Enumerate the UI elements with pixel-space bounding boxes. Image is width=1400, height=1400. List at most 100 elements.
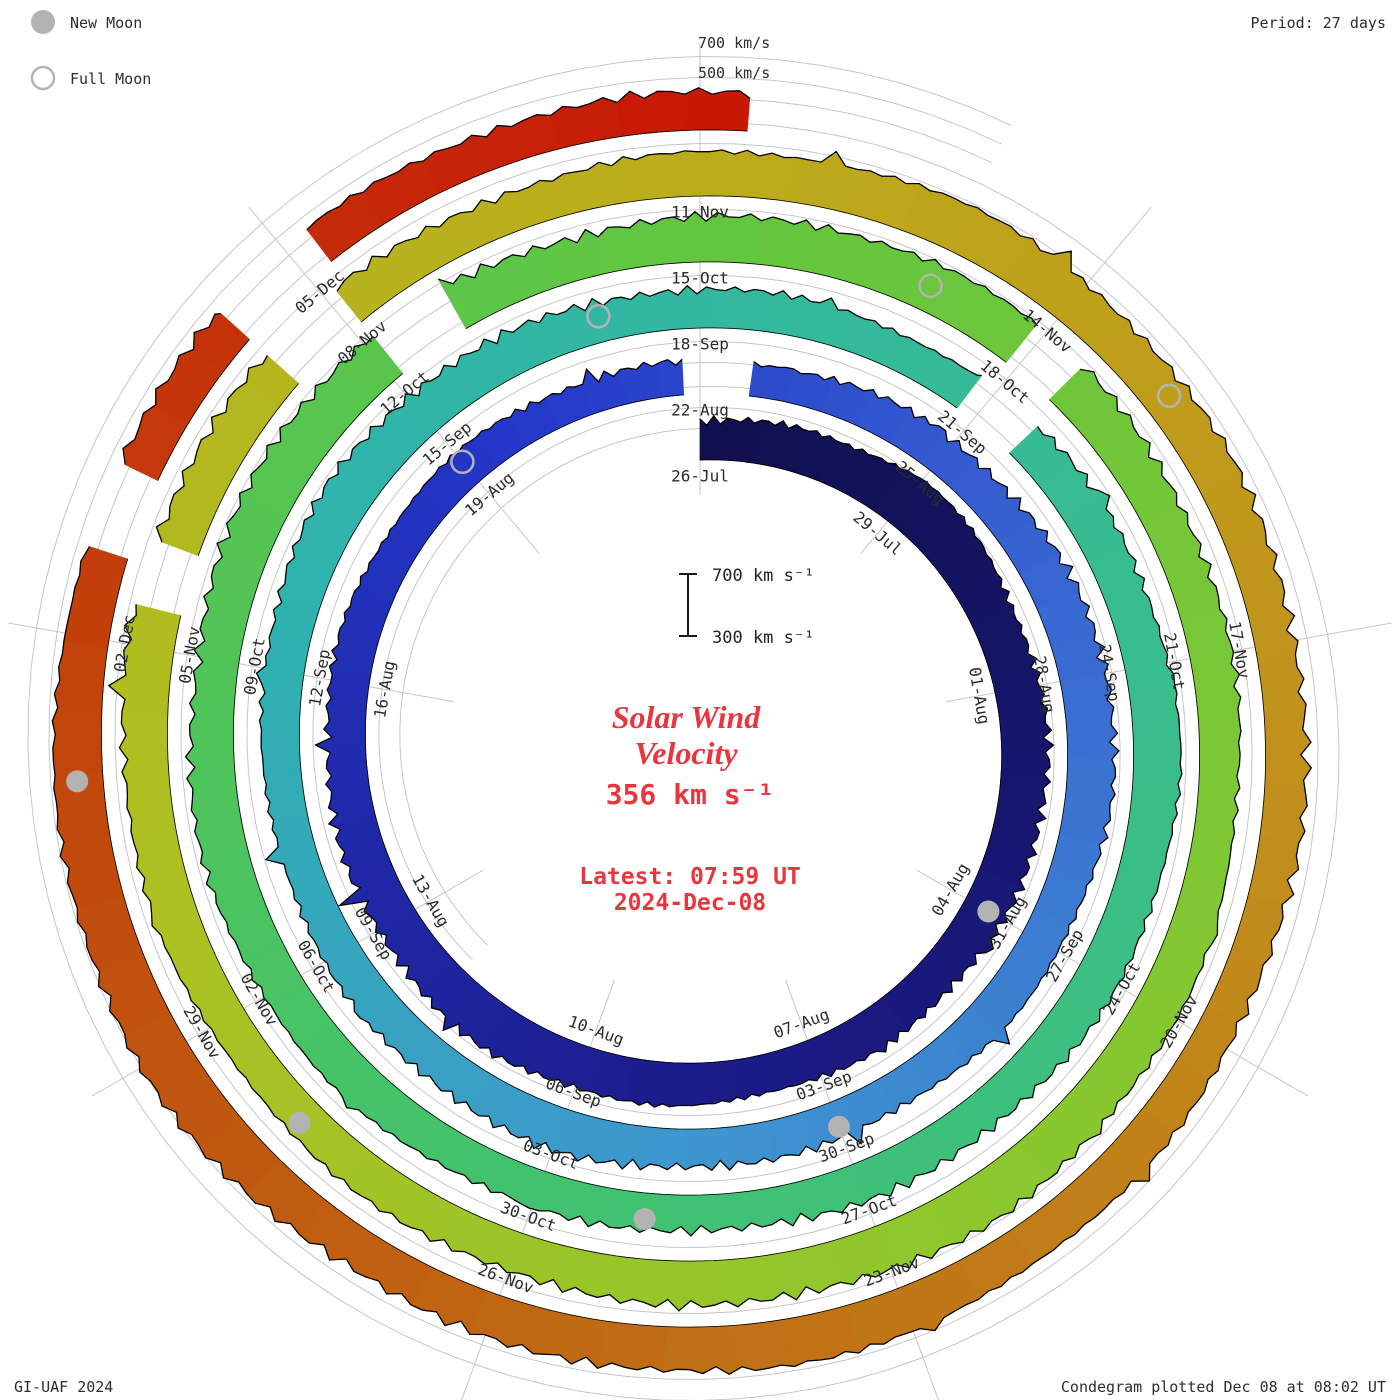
credit-label: GI-UAF 2024 xyxy=(14,1378,113,1396)
velocity-band-segment xyxy=(486,114,560,169)
band-baseline xyxy=(166,399,1201,1262)
band-baseline xyxy=(197,383,299,556)
chart-title-line2: Velocity xyxy=(634,735,738,771)
chart-overlay: New Moon Full Moon Period: 27 days 700 k… xyxy=(14,10,1386,1396)
velocity-band-segment xyxy=(315,705,367,746)
date-label: 18-Oct xyxy=(977,356,1033,408)
velocity-trace xyxy=(122,312,221,465)
scale-top-label: 700 km s⁻¹ xyxy=(712,566,814,586)
band-baseline xyxy=(100,195,1267,1328)
velocity-band-segment xyxy=(1191,663,1242,723)
velocity-band-segment xyxy=(659,1194,712,1237)
date-label: 12-Sep xyxy=(305,648,334,708)
velocity-band-segment xyxy=(726,1120,774,1171)
latest-time-label: Latest: 07:59 UT xyxy=(579,864,801,890)
velocity-band-segment xyxy=(609,1255,671,1308)
velocity-band-segment xyxy=(777,1241,842,1301)
velocity-band-segment xyxy=(661,1062,701,1108)
velocity-band-segment xyxy=(260,729,302,776)
full-moon-marker xyxy=(1156,383,1182,409)
date-label: 01-Aug xyxy=(965,666,994,726)
velocity-trace xyxy=(51,149,1313,1376)
velocity-trace xyxy=(314,358,1055,1108)
velocity-band-segment xyxy=(1247,836,1300,905)
velocity-band-segment xyxy=(663,1325,730,1375)
velocity-band-segment xyxy=(616,90,687,137)
velocity-trace xyxy=(306,87,751,231)
date-label: 11-Nov xyxy=(671,203,729,222)
grid-spiral-500 xyxy=(48,76,1319,1381)
plotted-label: Condegram plotted Dec 08 at 08:02 UT xyxy=(1061,1378,1386,1396)
date-label: 18-Sep xyxy=(671,335,729,354)
center-annotations: 700 km s⁻¹ 300 km s⁻¹ Solar Wind Velocit… xyxy=(579,566,814,916)
velocity-band-segment xyxy=(130,824,188,892)
velocity-band-segment xyxy=(639,1126,687,1171)
velocity-band-segment xyxy=(672,149,735,198)
velocity-trace xyxy=(184,336,1183,1237)
chart-title-line1: Solar Wind xyxy=(612,699,762,735)
new-moon-marker xyxy=(288,1111,311,1134)
grid-500-label: 500 km/s xyxy=(698,64,770,82)
velocity-band-segment xyxy=(710,1189,763,1234)
velocity-band-segment xyxy=(699,415,735,461)
band-baseline xyxy=(157,339,250,481)
velocity-trace xyxy=(438,210,1037,325)
date-label: 16-Aug xyxy=(370,659,399,719)
velocity-band-segment xyxy=(258,682,303,732)
full-moon-legend-label: Full Moon xyxy=(70,70,151,88)
velocity-band-segment xyxy=(667,285,717,331)
velocity-band-segment xyxy=(611,153,675,205)
new-moon-marker xyxy=(66,770,89,793)
period-label: Period: 27 days xyxy=(1251,14,1386,32)
velocity-band-segment xyxy=(1257,653,1307,720)
date-label: 22-Aug xyxy=(671,401,729,420)
new-moon-icon xyxy=(31,10,55,34)
grid-700-label: 700 km/s xyxy=(698,34,770,52)
chart-dynamic-layer: 26-Jul29-Jul01-Aug04-Aug07-Aug10-Aug13-A… xyxy=(8,43,1392,1400)
velocity-band-segment xyxy=(1259,777,1308,844)
new-moon-marker xyxy=(977,900,1000,923)
velocity-band-segment xyxy=(714,286,765,331)
band-baseline xyxy=(233,373,1134,1196)
band-baseline xyxy=(465,261,1007,363)
velocity-band-segment xyxy=(550,97,623,150)
velocity-trace xyxy=(155,355,268,543)
full-moon-icon xyxy=(30,65,56,91)
velocity-band-segment xyxy=(1132,733,1183,785)
velocity-band-segment xyxy=(544,229,606,288)
date-label: 15-Oct xyxy=(671,269,729,288)
moon-markers xyxy=(66,273,1182,1230)
velocity-band-segment xyxy=(1264,716,1312,781)
current-value: 356 km s⁻¹ xyxy=(606,778,775,811)
band-baseline xyxy=(330,129,748,262)
new-moon-legend-label: New Moon xyxy=(70,14,142,32)
velocity-trace xyxy=(255,284,1120,1172)
new-moon-marker xyxy=(828,1115,850,1138)
velocity-band-segment xyxy=(757,290,811,339)
full-moon-marker xyxy=(450,449,475,475)
velocity-bands xyxy=(51,87,1313,1376)
velocity-band-segment xyxy=(755,216,817,272)
velocity-band-segment xyxy=(121,769,176,833)
velocity-scale-bar xyxy=(679,573,697,637)
velocity-band-segment xyxy=(787,1304,860,1367)
velocity-band-segment xyxy=(684,87,751,132)
velocity-band-segment xyxy=(184,755,239,811)
velocity-trace xyxy=(107,368,1242,1312)
legend: New Moon Full Moon xyxy=(30,10,151,91)
velocity-band-segment xyxy=(1180,608,1234,671)
band-baseline xyxy=(299,327,1068,1130)
velocity-band-segment xyxy=(263,772,308,821)
scale-bottom-label: 300 km s⁻¹ xyxy=(712,628,814,648)
velocity-band-segment xyxy=(1065,757,1116,803)
velocity-band-segment xyxy=(532,1308,606,1369)
velocity-band-segment xyxy=(315,744,369,785)
date-label: 26-Jul xyxy=(671,467,729,486)
full-moon-marker xyxy=(586,304,611,329)
velocity-band-segment xyxy=(756,1180,814,1228)
velocity-band-segment xyxy=(553,1244,617,1298)
latest-date-label: 2024-Dec-08 xyxy=(614,890,766,916)
velocity-band-segment xyxy=(1244,591,1299,661)
